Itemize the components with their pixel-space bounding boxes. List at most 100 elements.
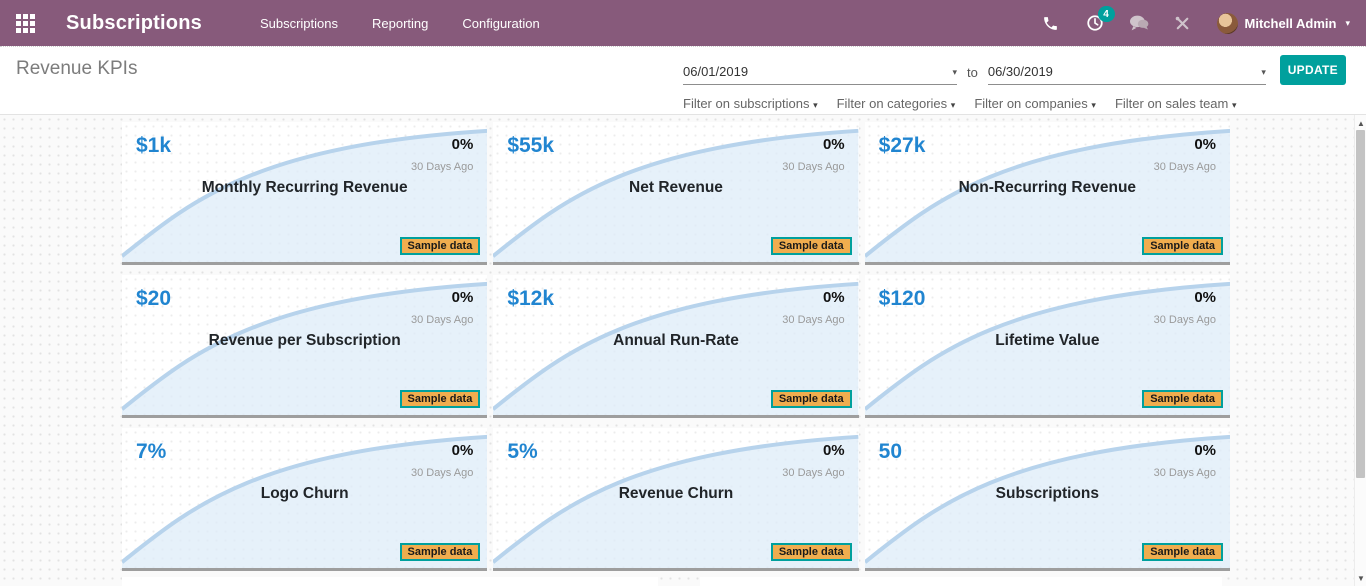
kpi-card-grid: $1k 0% 30 Days Ago Monthly Recurring Revenu… (122, 122, 1230, 571)
kpi-delta-percent: 0% (451, 289, 474, 306)
chevron-down-icon: ▾ (950, 100, 956, 110)
kpi-period-label: 30 Days Ago (1153, 161, 1216, 173)
activities-clock-icon[interactable]: 4 (1085, 6, 1115, 33)
kpi-title: Non-Recurring Revenue (958, 179, 1137, 196)
scrollbar-thumb[interactable] (1356, 130, 1365, 478)
chevron-down-icon: ▾ (1232, 100, 1237, 110)
chevron-down-icon[interactable]: ▾ (1261, 67, 1266, 77)
kpi-card[interactable]: $1k 0% 30 Days Ago Monthly Recurring Revenu… (122, 122, 488, 265)
sparkline-area-chart (864, 122, 1230, 262)
scroll-up-icon[interactable]: ▲ (1357, 118, 1365, 128)
filter-row: Filter on subscriptions ▾ Filter on cate… (683, 96, 1349, 111)
vertical-scrollbar[interactable]: ▲ ▼ (1354, 115, 1366, 586)
date-to-input[interactable] (987, 64, 1108, 79)
kpi-title: Net Revenue (629, 179, 723, 196)
kpi-card[interactable]: 7% 0% 30 Days Ago Logo Churn Sample data (122, 428, 488, 571)
phone-icon[interactable] (1041, 13, 1061, 33)
filter-companies-dropdown[interactable]: Filter on companies ▾ (974, 96, 1096, 111)
partial-card[interactable] (700, 577, 1222, 586)
sample-data-badge: Sample data (399, 237, 481, 255)
date-from-field[interactable]: ▾ (683, 64, 957, 85)
chevron-down-icon[interactable]: ▾ (952, 67, 957, 77)
kpi-card[interactable]: 50 0% 30 Days Ago Subscriptions Sample data (864, 428, 1230, 571)
kpi-period-label: 30 Days Ago (782, 161, 845, 173)
kpi-period-label: 30 Days Ago (782, 314, 845, 326)
kpi-card[interactable]: $27k 0% 30 Days Ago Non-Recurring Revenue Sa… (864, 122, 1230, 265)
user-name: Mitchell Admin (1244, 15, 1337, 31)
kpi-delta-percent: 0% (1194, 136, 1216, 153)
kpi-delta-percent: 0% (451, 136, 474, 153)
sparkline-area-chart (864, 428, 1230, 568)
kpi-period-label: 30 Days Ago (410, 467, 474, 479)
kpi-value: $12k (507, 287, 555, 310)
sample-data-badge: Sample data (1142, 237, 1223, 255)
sparkline-area-chart (864, 275, 1230, 415)
kpi-value: $27k (878, 134, 926, 157)
update-button[interactable]: UPDATE (1279, 55, 1346, 85)
sample-data-badge: Sample data (1142, 543, 1223, 561)
kpi-value: $55k (507, 134, 555, 157)
user-avatar (1216, 12, 1238, 34)
sample-data-badge: Sample data (1142, 390, 1223, 408)
kpi-card[interactable]: $20 0% 30 Days Ago Revenue per Subscription… (122, 275, 488, 418)
messages-icon[interactable] (1129, 13, 1149, 33)
date-to-field[interactable]: ▾ (987, 64, 1266, 85)
kpi-card[interactable]: 5% 0% 30 Days Ago Revenue Churn Sample data (493, 428, 859, 571)
scroll-down-icon[interactable]: ▼ (1357, 573, 1365, 583)
navbar-right: 4 Mitchell Admin ▾ (1041, 6, 1366, 34)
apps-menu-button[interactable] (0, 0, 50, 46)
kpi-card[interactable]: $120 0% 30 Days Ago Lifetime Value Sample da… (864, 275, 1230, 418)
filter-subscriptions-dropdown[interactable]: Filter on subscriptions ▾ (683, 96, 818, 111)
kpi-value: $1k (136, 134, 172, 157)
kpi-delta-percent: 0% (1194, 289, 1216, 306)
kpi-value: 5% (507, 440, 538, 463)
page-title: Revenue KPIs (16, 58, 138, 79)
kpi-title: Subscriptions (995, 485, 1099, 502)
kpi-value: 7% (136, 440, 167, 463)
kpi-delta-percent: 0% (822, 442, 845, 459)
kpi-card[interactable]: $55k 0% 30 Days Ago Net Revenue Sample data (493, 122, 859, 265)
sparkline-area-chart (122, 275, 488, 415)
filter-salesteam-dropdown[interactable]: Filter on sales team ▾ (1114, 96, 1237, 111)
app-title: Subscriptions (66, 11, 202, 34)
top-navbar: Subscriptions Subscriptions Reporting Co… (0, 0, 1366, 46)
kpi-period-label: 30 Days Ago (410, 161, 474, 173)
kpi-delta-percent: 0% (822, 289, 845, 306)
filter-categories-dropdown[interactable]: Filter on categories ▾ (836, 96, 956, 111)
kpi-delta-percent: 0% (1194, 442, 1216, 459)
sample-data-badge: Sample data (770, 390, 852, 408)
kpi-delta-percent: 0% (451, 442, 474, 459)
sample-data-badge: Sample data (770, 543, 852, 561)
sample-data-badge: Sample data (399, 390, 481, 408)
partial-card[interactable] (122, 577, 658, 586)
sparkline-area-chart (493, 122, 859, 262)
menu-subscriptions[interactable]: Subscriptions (259, 15, 338, 31)
sample-data-badge: Sample data (399, 543, 481, 561)
user-menu[interactable]: Mitchell Admin ▾ (1216, 12, 1350, 34)
kpi-card[interactable]: $12k 0% 30 Days Ago Annual Run-Rate Sample d… (493, 275, 859, 418)
date-from-input[interactable] (683, 64, 803, 79)
kpi-delta-percent: 0% (822, 136, 845, 153)
apps-grid-icon (15, 13, 35, 33)
kpi-title: Revenue per Subscription (208, 332, 401, 349)
menu-configuration[interactable]: Configuration (462, 15, 540, 31)
kpi-value: $20 (136, 287, 172, 310)
chevron-down-icon: ▾ (813, 100, 818, 110)
tools-icon[interactable] (1173, 13, 1193, 33)
dashboard-area: $1k 0% 30 Days Ago Monthly Recurring Revenu… (0, 115, 1366, 586)
kpi-period-label: 30 Days Ago (1153, 314, 1216, 326)
kpi-period-label: 30 Days Ago (1153, 467, 1216, 479)
kpi-period-label: 30 Days Ago (782, 467, 845, 479)
sparkline-area-chart (122, 428, 488, 568)
kpi-title: Revenue Churn (618, 485, 734, 502)
dashboard-controls: ▾ to ▾ UPDATE Filter on subscriptions ▾ … (683, 55, 1349, 111)
kpi-value: $120 (878, 287, 926, 310)
date-range-row: ▾ to ▾ UPDATE (683, 55, 1349, 85)
main-menu: Subscriptions Reporting Configuration (258, 12, 542, 35)
to-label: to (967, 65, 978, 80)
kpi-title: Monthly Recurring Revenue (201, 179, 408, 196)
sample-data-badge: Sample data (770, 237, 852, 255)
kpi-period-label: 30 Days Ago (410, 314, 474, 326)
menu-reporting[interactable]: Reporting (372, 15, 429, 31)
chevron-down-icon: ▾ (1345, 17, 1350, 28)
